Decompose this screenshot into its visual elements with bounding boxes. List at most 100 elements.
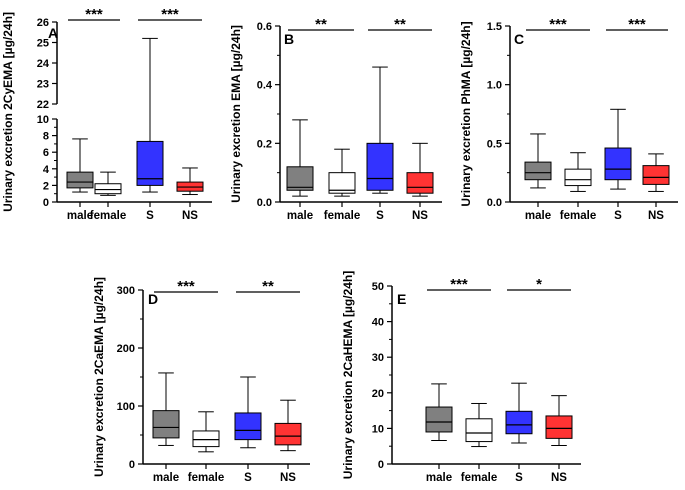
- box-male: [66, 138, 94, 193]
- x-tick-label: NS: [182, 210, 198, 222]
- box-female: [564, 152, 592, 192]
- chart-panel-B: 0.0 0.2 0.4 0.6 male female S NS ** ** Urinary exc…: [229, 16, 442, 222]
- box-male: [425, 383, 453, 442]
- y-axis-label: Urinary excretion EMA [µg/24h]: [229, 25, 243, 203]
- box-male: [286, 119, 314, 197]
- panel-label: D: [148, 291, 158, 307]
- box-iqr: [94, 183, 122, 195]
- x-tick-label: S: [614, 210, 622, 222]
- panel-label: B: [284, 31, 294, 47]
- y-tick-label: 100: [117, 401, 135, 413]
- x-tick-label: male: [426, 472, 452, 484]
- significance-label: **: [394, 16, 406, 33]
- significance-label: **: [262, 278, 274, 295]
- box-NS: [545, 395, 573, 446]
- x-tick-label: NS: [648, 210, 664, 222]
- y-tick-label: 26: [37, 17, 49, 29]
- y-tick-label: 20: [372, 388, 384, 400]
- y-tick-label: 1.5: [487, 21, 502, 33]
- y-tick-label: 23: [37, 79, 49, 91]
- box-iqr: [406, 172, 434, 194]
- y-tick-label: 10: [37, 114, 49, 126]
- y-tick-label: 10: [372, 423, 384, 435]
- y-axis-label: Urinary excretion PhMA [µg/24h]: [459, 21, 473, 206]
- significance-label: ***: [450, 276, 468, 293]
- x-tick-label: S: [146, 210, 154, 222]
- box-iqr: [642, 165, 670, 185]
- box-female: [328, 148, 356, 197]
- box-S: [366, 66, 394, 194]
- x-tick-label: NS: [551, 472, 567, 484]
- y-tick-label: 2: [43, 180, 49, 192]
- box-female: [465, 402, 493, 448]
- x-tick-label: S: [244, 472, 252, 484]
- y-tick-label: 0.2: [257, 138, 272, 150]
- box-iqr: [465, 418, 493, 443]
- box-male: [152, 372, 180, 446]
- box-iqr: [604, 147, 632, 181]
- y-tick-label: 25: [37, 38, 49, 50]
- box-iqr: [328, 172, 356, 194]
- y-tick-label: 22: [37, 99, 49, 111]
- x-tick-label: male: [67, 210, 93, 222]
- significance-label: ***: [85, 6, 103, 23]
- x-tick-label: male: [525, 210, 551, 222]
- box-female: [94, 171, 122, 196]
- significance-label: ***: [549, 16, 567, 33]
- x-tick-label: female: [90, 210, 126, 222]
- x-tick-label: S: [515, 472, 523, 484]
- y-tick-label: 6: [43, 147, 49, 159]
- y-tick-label: 0.4: [257, 80, 273, 92]
- y-tick-label: 8: [43, 131, 49, 143]
- x-tick-label: male: [153, 472, 179, 484]
- y-tick-label: 0.0: [257, 197, 272, 209]
- x-tick-label: NS: [280, 472, 296, 484]
- box-iqr: [505, 410, 533, 435]
- box-iqr: [564, 168, 592, 187]
- box-S: [234, 376, 262, 449]
- x-tick-label: female: [560, 210, 596, 222]
- box-S: [136, 37, 164, 193]
- panel-label: A: [48, 25, 58, 41]
- panel-label: E: [397, 291, 406, 307]
- y-axis-label: Urinary excretion 2CaHEMA [µg/24h]: [341, 271, 355, 480]
- y-tick-label: 300: [117, 285, 135, 297]
- panel-label: C: [514, 31, 524, 47]
- x-tick-label: NS: [412, 210, 428, 222]
- y-axis-label: Urinary excretion 2CyEMA [µg/24h]: [1, 12, 15, 212]
- significance-label: ***: [628, 16, 646, 33]
- x-tick-label: S: [376, 210, 384, 222]
- y-tick-label: 30: [372, 352, 384, 364]
- y-tick-label: 0.5: [487, 138, 502, 150]
- significance-label: *: [536, 276, 542, 293]
- box-female: [192, 411, 220, 453]
- significance-label: ***: [161, 6, 179, 23]
- chart-panel-C: 0.0 0.5 1.0 1.5 male female S NS *** *** Urinary e…: [459, 16, 678, 222]
- y-tick-label: 50: [372, 281, 384, 293]
- x-tick-label: female: [324, 210, 360, 222]
- box-S: [505, 382, 533, 444]
- box-NS: [642, 153, 670, 192]
- box-NS: [176, 167, 204, 196]
- y-tick-label: 0.6: [257, 21, 272, 33]
- y-tick-label: 0: [129, 459, 135, 471]
- box-iqr: [66, 171, 94, 189]
- box-iqr: [136, 140, 164, 186]
- box-NS: [406, 142, 434, 197]
- box-iqr: [545, 415, 573, 439]
- y-tick-label: 40: [372, 317, 384, 329]
- y-tick-label: 24: [37, 58, 50, 70]
- x-tick-label: female: [461, 472, 497, 484]
- box-iqr: [274, 422, 302, 446]
- box-NS: [274, 399, 302, 452]
- significance-label: ***: [177, 278, 195, 295]
- box-iqr: [234, 412, 262, 441]
- y-tick-label: 4: [43, 164, 50, 176]
- box-iqr: [286, 166, 314, 191]
- box-iqr: [192, 430, 220, 448]
- y-tick-label: 0: [43, 197, 49, 209]
- box-iqr: [366, 142, 394, 191]
